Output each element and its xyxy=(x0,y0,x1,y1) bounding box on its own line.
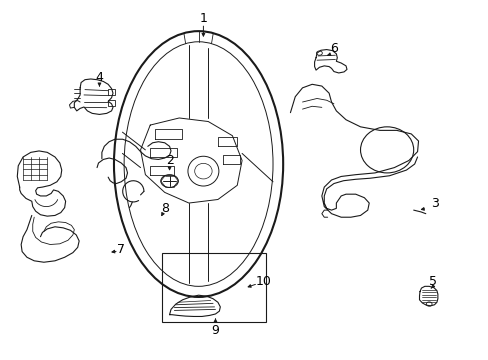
Text: 7: 7 xyxy=(117,243,125,256)
Bar xyxy=(108,89,115,95)
Text: 2: 2 xyxy=(165,154,173,167)
Text: 4: 4 xyxy=(95,71,103,84)
Text: 9: 9 xyxy=(211,324,219,337)
Text: 3: 3 xyxy=(430,197,439,210)
Bar xyxy=(108,100,115,105)
Text: 6: 6 xyxy=(329,42,337,55)
Text: 5: 5 xyxy=(428,275,436,288)
Text: 8: 8 xyxy=(161,202,168,215)
Bar xyxy=(162,253,265,323)
Text: 1: 1 xyxy=(199,12,207,25)
Text: 10: 10 xyxy=(255,275,271,288)
